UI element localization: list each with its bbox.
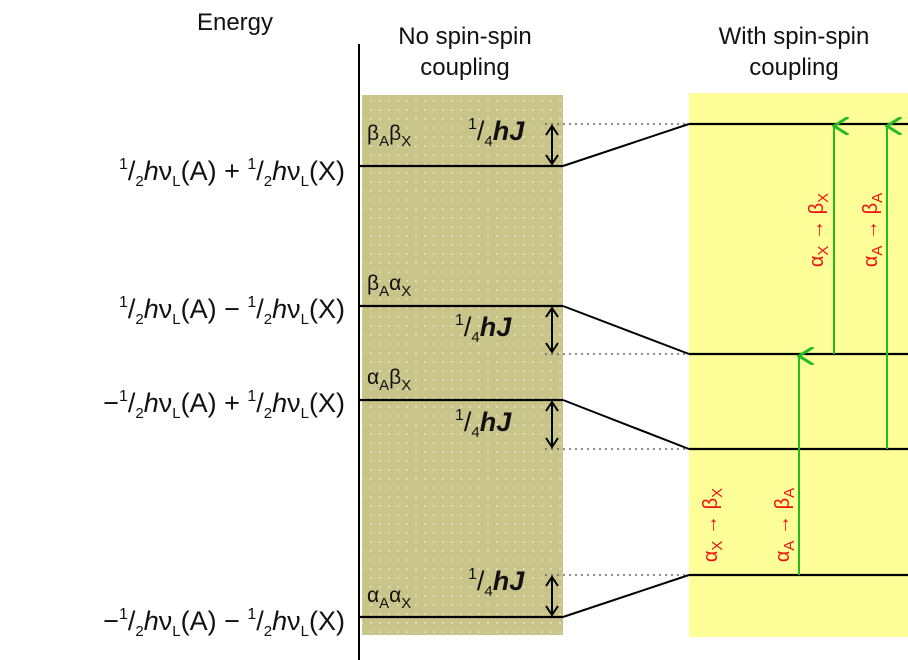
spin-state-label-2: βAαX	[367, 272, 411, 300]
coupling-shift-label-1: 1/4hJ	[468, 116, 525, 150]
spin-state-label-3: αAβX	[367, 366, 411, 394]
energy-label-bottom: −1/2hνL(A) − 1/2hνL(X)	[103, 606, 345, 640]
no-coupling-header-line1: No spin-spin	[398, 23, 531, 50]
level-connector-1	[562, 123, 690, 167]
coupling-shift-label-3: 1/4hJ	[455, 407, 512, 441]
coupling-shift-label-2: 1/4hJ	[455, 312, 512, 346]
energy-header: Energy	[197, 9, 273, 36]
with-coupling-header-line2: coupling	[749, 54, 838, 81]
with-coupling-header-line1: With spin-spin	[719, 23, 870, 50]
uncoupled-panel-dots	[362, 95, 563, 635]
coupling-shift-label-4: 1/4hJ	[468, 566, 525, 600]
shift-double-arrow-2	[545, 306, 559, 354]
diagram-labels: 1/2hνL(A) + 1/2hνL(X) 1/2hνL(A) − 1/2hνL(…	[103, 116, 886, 640]
level-connector-3	[562, 399, 690, 450]
level-connector-2	[562, 305, 690, 355]
energy-label-lower-middle: −1/2hνL(A) + 1/2hνL(X)	[103, 388, 345, 422]
transition-label-1: αX → βX	[806, 193, 832, 267]
coupling-shift-arrows	[545, 124, 559, 617]
shift-double-arrow-1	[545, 124, 559, 166]
energy-label-upper-middle: 1/2hνL(A) − 1/2hνL(X)	[119, 294, 345, 328]
spin-state-label-1: βAβX	[367, 122, 411, 150]
energy-label-top: 1/2hνL(A) + 1/2hνL(X)	[119, 156, 345, 190]
level-connector-4	[562, 574, 690, 618]
spin-state-label-4: αAαX	[367, 584, 411, 612]
transition-arrows	[799, 126, 887, 575]
level-connectors	[545, 123, 690, 618]
shift-double-arrow-3	[545, 400, 559, 449]
no-coupling-header-line2: coupling	[420, 54, 509, 81]
transition-label-2: αA → βA	[860, 193, 886, 267]
transition-label-3: αX → βX	[700, 488, 726, 562]
transition-label-4: αA → βA	[772, 488, 798, 562]
shift-double-arrow-4	[545, 575, 559, 617]
